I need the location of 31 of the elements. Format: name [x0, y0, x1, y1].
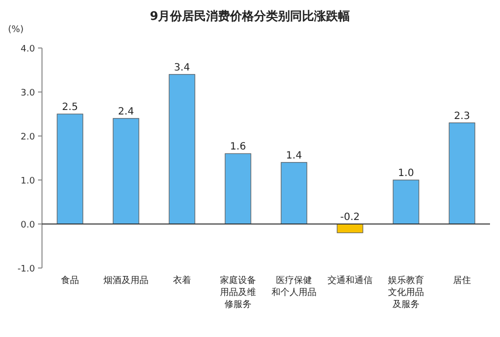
bar [224, 153, 252, 224]
y-tick-label: -1.0 [17, 264, 36, 274]
y-tick-label: 3.0 [20, 88, 36, 98]
x-tick-label: 家庭设备用品及维修服务 [220, 275, 256, 310]
y-axis-title: (%) [8, 25, 24, 35]
x-tick-label: 烟酒及用品 [104, 275, 148, 286]
data-label: 1.6 [230, 142, 246, 153]
x-tick-label: 医疗保健和个人用品 [272, 275, 316, 298]
data-label: 2.5 [62, 102, 78, 113]
bar [448, 122, 476, 224]
x-tick-label: 衣着 [173, 275, 191, 286]
data-label: 2.4 [118, 106, 134, 118]
bar [168, 74, 196, 224]
bar [56, 114, 84, 224]
bar [280, 162, 308, 224]
y-tick-label: 1.0 [20, 176, 36, 186]
data-label: -0.2 [340, 212, 360, 223]
chart-title: 9月份居民消费价格分类别同比涨跌幅 [150, 9, 350, 23]
data-label: 1.4 [286, 150, 302, 162]
y-tick-label: 2.0 [20, 132, 36, 142]
bar [392, 180, 420, 224]
data-label: 3.4 [174, 62, 190, 74]
data-label: 1.0 [398, 168, 414, 179]
y-tick-label: 4.0 [20, 44, 36, 54]
y-tick-label: 0.0 [20, 220, 36, 230]
x-tick-label: 娱乐教育文化用品及服务 [388, 275, 424, 310]
x-tick-label: 居住 [453, 275, 471, 286]
x-tick-label: 食品 [61, 275, 79, 286]
bar [112, 118, 140, 224]
x-tick-label: 交通和通信 [328, 275, 372, 286]
data-label: 2.3 [454, 110, 470, 122]
